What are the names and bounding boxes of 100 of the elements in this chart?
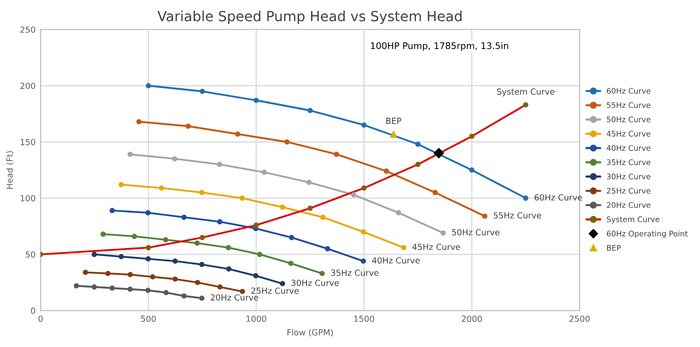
annotation: 45Hz Curve [412, 244, 460, 250]
point [128, 272, 133, 278]
point [253, 273, 258, 278]
point [110, 208, 115, 214]
point [150, 274, 156, 280]
point [257, 252, 262, 257]
x-tick-label: 2000 [462, 316, 482, 322]
point [226, 245, 231, 250]
point [280, 280, 286, 286]
point [186, 124, 191, 129]
point [360, 229, 366, 234]
point [132, 234, 137, 239]
point [361, 185, 367, 191]
annotation: System Curve [497, 88, 554, 96]
point [440, 230, 446, 236]
point [105, 270, 110, 276]
point [334, 152, 339, 157]
chart-title: Variable Speed Pump Head vs System Head [157, 10, 462, 24]
point [217, 284, 223, 290]
annotation: 50Hz Curve [452, 229, 500, 236]
point [308, 206, 313, 211]
point [469, 167, 474, 173]
x-tick-label: 2500 [570, 316, 590, 322]
point [396, 210, 402, 216]
point [360, 258, 366, 264]
point [320, 270, 325, 276]
y-tick-label: 50 [26, 251, 36, 258]
point [199, 296, 204, 301]
point [320, 214, 326, 220]
point [127, 152, 133, 157]
point [254, 222, 259, 228]
point [384, 168, 390, 174]
point [433, 148, 444, 159]
point [432, 190, 438, 196]
point [200, 234, 205, 240]
point [523, 196, 528, 201]
annotation: 55Hz Curve [494, 212, 542, 219]
annotation: 100HP Pump, 1785rpm, 13.5in [371, 42, 508, 51]
point [351, 192, 356, 198]
point [127, 286, 133, 292]
point [240, 288, 245, 294]
point [401, 245, 406, 250]
point [100, 232, 106, 237]
point [172, 156, 178, 162]
point [288, 234, 294, 240]
point [146, 245, 151, 250]
point [226, 266, 232, 272]
point [308, 108, 313, 114]
point [194, 280, 200, 286]
point [415, 142, 420, 147]
point [262, 170, 267, 175]
point [523, 102, 528, 108]
point [235, 131, 240, 137]
point [280, 204, 286, 210]
point [390, 130, 398, 138]
point [74, 283, 79, 288]
point [92, 252, 97, 257]
point [118, 254, 124, 260]
point [324, 246, 330, 252]
annotation: 60Hz Curve [534, 194, 582, 201]
x-tick-label: 1500 [354, 316, 374, 322]
annotation: 20Hz Curve [210, 294, 258, 301]
point [361, 122, 367, 128]
point [469, 134, 474, 139]
x-axis-title: Flow (GPM) [287, 329, 333, 336]
point [136, 119, 142, 124]
x-tick-label: 0 [38, 316, 43, 322]
point [415, 162, 420, 168]
point [181, 214, 187, 220]
point [146, 83, 151, 88]
point [172, 258, 178, 264]
y-tick-label: 200 [20, 82, 36, 89]
point [199, 262, 204, 268]
point [110, 285, 115, 291]
annotation: 25Hz Curve [251, 288, 299, 294]
x-tick-label: 500 [141, 316, 156, 322]
point [92, 284, 97, 290]
point [200, 88, 205, 94]
point [181, 293, 187, 299]
y-axis-title: Head (Ft) [6, 151, 14, 189]
point [145, 210, 151, 216]
y-tick-label: 0 [30, 308, 36, 314]
annotation: 30Hz Curve [291, 280, 339, 286]
point [240, 196, 245, 201]
point [163, 237, 168, 242]
point [158, 185, 164, 191]
point [217, 219, 222, 224]
y-tick-label: 100 [20, 195, 36, 202]
point [254, 98, 259, 103]
point [306, 180, 312, 185]
point [288, 260, 294, 266]
point [199, 190, 204, 196]
annotation: 40Hz Curve [372, 257, 420, 264]
point [216, 162, 222, 168]
annotation: 35Hz Curve [331, 270, 379, 276]
point [172, 276, 178, 282]
y-tick-label: 150 [20, 138, 36, 146]
point [284, 139, 290, 145]
point [82, 270, 88, 275]
point [194, 240, 200, 246]
